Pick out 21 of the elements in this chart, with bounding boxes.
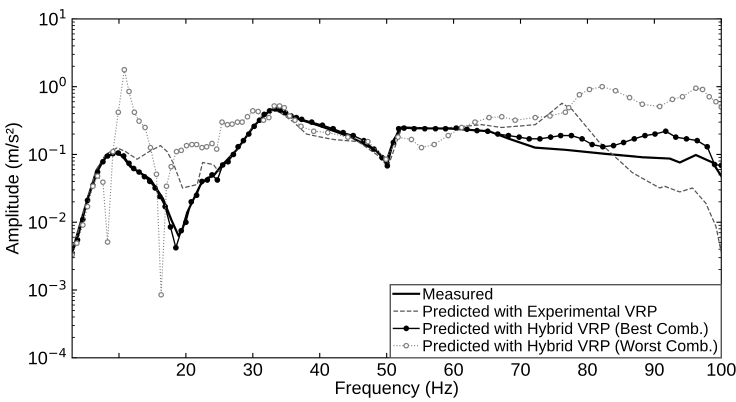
x-tick-label: 30 [243,363,262,376]
x-tick-label: 40 [310,363,330,376]
x-tick-label: 80 [578,363,597,376]
y-tick-label: 10$^{−3}$ [29,280,66,297]
x-tick-label: 60 [444,363,463,376]
legend-label: Predicted with Experimental VRP [424,305,657,320]
x-tick-label: 90 [645,363,664,376]
legend-label: Predicted with Hybrid VRP (Best Comb.) [424,322,708,338]
legend-label: Measured [424,288,492,300]
x-axis-title: Frequency (Hz) [336,380,458,398]
y-tick-label: 10$^{−1}$ [29,144,66,162]
legend-label: Predicted with Hybrid VRP (Worst Comb.) [424,340,718,355]
y-tick-label: 10$^{0}$ [40,76,66,94]
y-axis-title: Amplitude (m/s²) [5,123,22,255]
y-tick-label: 10$^{1}$ [40,9,66,26]
y-tick-label: 10$^{−2}$ [29,212,66,229]
x-tick-label: 50 [377,363,396,376]
x-tick-label: 70 [511,363,530,376]
y-tick-label: 10$^{−4}$ [29,348,66,364]
x-tick-label: 100 [708,363,736,376]
x-tick-label: 20 [176,363,196,376]
